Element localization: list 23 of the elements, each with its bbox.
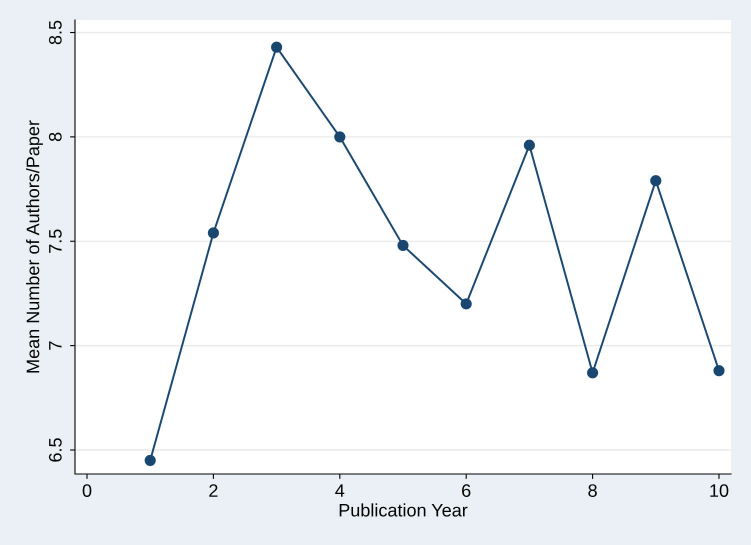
x-tick-label: 0: [82, 484, 92, 497]
y-tick-label: 6.5: [48, 438, 62, 462]
x-tick-label: 8: [588, 484, 597, 497]
point: [460, 298, 472, 310]
point: [713, 365, 725, 376]
y-tick-label: 8.5: [48, 20, 62, 44]
point: [524, 140, 535, 151]
x-tick-label: 6: [462, 484, 470, 497]
x-tick-label: 10: [710, 484, 728, 497]
point: [271, 42, 282, 53]
point: [587, 367, 598, 378]
x-axis-title: Publication Year: [340, 503, 468, 517]
y-tick-label: 7: [49, 342, 62, 350]
x-tick-label: 2: [209, 484, 218, 497]
point: [208, 227, 219, 238]
y-tick-label: 8: [48, 132, 62, 142]
point: [397, 240, 409, 251]
y-axis-title: Mean Number of Authors/Paper: [26, 120, 43, 372]
point: [650, 175, 662, 186]
y-tick-label: 7.5: [49, 229, 62, 253]
x-tick-label: 4: [335, 484, 344, 497]
point: [144, 454, 156, 466]
point: [334, 131, 346, 142]
